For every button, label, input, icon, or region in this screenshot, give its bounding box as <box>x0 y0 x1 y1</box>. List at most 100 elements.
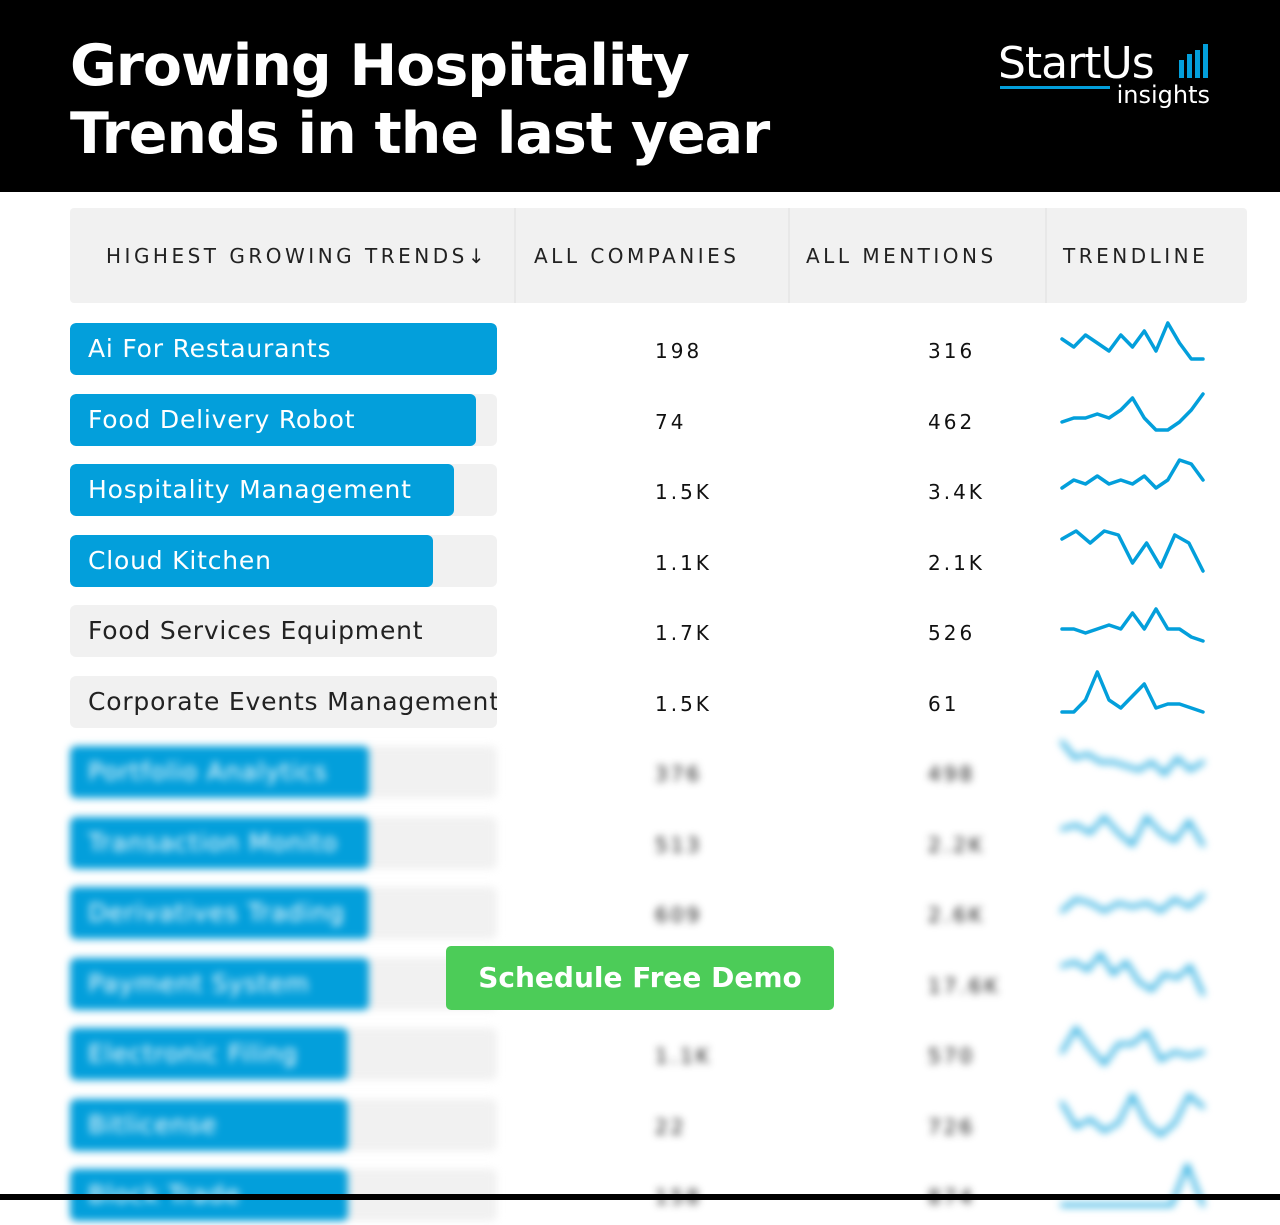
trend-name: Bitlicense <box>88 1109 218 1139</box>
trendline-sparkline <box>1060 391 1205 432</box>
growth-fill <box>70 957 369 1010</box>
mentions-count: 2.2K <box>928 832 985 857</box>
mentions-count: 462 <box>928 409 976 434</box>
column-label: ALL COMPANIES <box>534 243 740 268</box>
footer-strip <box>0 1194 1280 1200</box>
header-banner: Growing Hospitality Trends in the last ye… <box>0 0 1280 192</box>
trendline-sparkline <box>1060 740 1205 776</box>
growth-fill <box>70 464 454 516</box>
trend-growth-bar[interactable]: Portfolio Analytics <box>70 746 497 798</box>
trend-growth-bar[interactable]: Bitlicense <box>70 1098 497 1151</box>
mentions-count: 498 <box>928 762 976 786</box>
trendline-sparkline <box>1060 321 1205 361</box>
column-label: HIGHEST GROWING TRENDS <box>106 243 468 268</box>
sparkline-path <box>1060 528 1205 573</box>
column-header-companies[interactable]: ALL COMPANIES <box>514 208 788 303</box>
table-row[interactable]: Cloud Kitchen 1.1K 2.1K <box>70 528 1247 587</box>
trendline-sparkline <box>1060 458 1205 490</box>
growth-fill <box>70 1028 348 1080</box>
table-header: HIGHEST GROWING TRENDS ↓ ALL COMPANIES AL… <box>70 208 1247 303</box>
table-row[interactable]: Portfolio Analytics 376 498 <box>70 740 1247 798</box>
trend-name: Food Services Equipment <box>88 616 424 645</box>
logo-underline <box>1000 86 1110 89</box>
sparkline-path <box>1060 669 1205 714</box>
column-label: TRENDLINE <box>1063 243 1209 268</box>
companies-count: 1.5K <box>655 480 712 504</box>
sparkline-path <box>1060 893 1205 913</box>
trend-growth-bar[interactable]: Food Delivery Robot <box>70 393 497 446</box>
trend-growth-bar[interactable]: Corporate Events Management <box>70 675 497 728</box>
trend-growth-bar[interactable]: Transaction Monito <box>70 816 497 869</box>
sparkline-path <box>1060 1026 1205 1066</box>
sparkline-path <box>1060 814 1205 847</box>
mentions-count: 17.6K <box>928 973 1001 998</box>
companies-count: 609 <box>655 903 703 927</box>
companies-count: 376 <box>655 762 703 786</box>
page-title: Growing Hospitality Trends in the last ye… <box>70 32 770 168</box>
sort-down-icon[interactable]: ↓ <box>467 243 485 268</box>
trend-name: Payment System <box>88 968 310 998</box>
trend-name: Portfolio Analytics <box>88 757 328 786</box>
trend-growth-bar[interactable]: Cloud Kitchen <box>70 534 497 587</box>
trend-name: Derivatives Trading <box>88 898 345 927</box>
sparkline-path <box>1060 1092 1205 1137</box>
mentions-count: 316 <box>928 339 976 363</box>
table-row[interactable]: Corporate Events Management 1.5K 61 <box>70 669 1247 728</box>
trend-growth-bar[interactable]: Hospitality Management <box>70 464 497 516</box>
trendline-sparkline <box>1060 893 1205 913</box>
trendline-sparkline <box>1060 1026 1205 1066</box>
growth-fill <box>70 887 369 939</box>
mentions-count: 2.1K <box>928 550 985 575</box>
table-row[interactable]: Food Services Equipment 1.7K 526 <box>70 605 1247 657</box>
logo-brand: StartUs <box>998 38 1155 89</box>
companies-count: 1.7K <box>655 621 712 645</box>
table-row[interactable]: Electronic Filing 1.1K 570 <box>70 1026 1247 1080</box>
trend-name: Hospitality Management <box>88 475 412 504</box>
growth-fill <box>70 393 476 446</box>
mentions-count: 526 <box>928 621 976 645</box>
bar-chart-icon <box>1179 44 1208 78</box>
table-row[interactable]: Transaction Monito 513 2.2K <box>70 814 1247 869</box>
column-header-trends[interactable]: HIGHEST GROWING TRENDS ↓ <box>70 208 514 303</box>
table-row[interactable]: Derivatives Trading 609 2.6K <box>70 887 1247 939</box>
growth-fill <box>70 746 369 798</box>
table-row[interactable]: Bitlicense 22 726 <box>70 1092 1247 1151</box>
companies-count: 198 <box>655 339 703 363</box>
trend-name: Ai For Restaurants <box>88 334 332 363</box>
mentions-count: 61 <box>928 691 960 716</box>
table-row[interactable]: Food Delivery Robot 74 462 <box>70 391 1247 446</box>
companies-count: 1.1K <box>655 550 712 575</box>
growth-fill <box>70 534 433 587</box>
sparkline-path <box>1060 321 1205 361</box>
mentions-count: 3.4K <box>928 480 985 504</box>
trend-name: Cloud Kitchen <box>88 545 272 575</box>
companies-count: 74 <box>655 409 687 434</box>
trend-name: Food Delivery Robot <box>88 404 356 434</box>
mentions-count: 726 <box>928 1114 976 1139</box>
column-header-mentions[interactable]: ALL MENTIONS <box>788 208 1045 303</box>
table-row[interactable]: Ai For Restaurants 198 316 <box>70 321 1247 375</box>
companies-count: 22 <box>655 1114 687 1139</box>
trend-growth-bar[interactable]: Electronic Filing <box>70 1028 497 1080</box>
column-label: ALL MENTIONS <box>806 243 997 268</box>
companies-count: 1.1K <box>655 1044 712 1068</box>
title-line-2: Trends in the last year <box>70 101 770 167</box>
trendline-sparkline <box>1060 1163 1205 1207</box>
trend-growth-bar[interactable]: Ai For Restaurants <box>70 323 497 375</box>
sparkline-path <box>1060 740 1205 776</box>
table-row[interactable]: Payment System 17.6K <box>70 951 1247 1010</box>
growth-fill <box>70 816 369 869</box>
trend-growth-bar[interactable]: Derivatives Trading <box>70 887 497 939</box>
trendline-sparkline <box>1060 669 1205 714</box>
table-row[interactable]: Hospitality Management 1.5K 3.4K <box>70 458 1247 516</box>
schedule-demo-button[interactable]: Schedule Free Demo <box>446 946 834 1010</box>
title-line-1: Growing Hospitality <box>70 33 690 99</box>
growth-fill <box>70 323 497 375</box>
companies-count: 513 <box>655 832 703 857</box>
trend-name: Corporate Events Management <box>88 686 497 716</box>
trend-growth-bar[interactable]: Payment System <box>70 957 497 1010</box>
logo-sub: insights <box>1116 81 1210 109</box>
trendline-sparkline <box>1060 528 1205 573</box>
sparkline-path <box>1060 458 1205 490</box>
trend-growth-bar[interactable]: Food Services Equipment <box>70 605 497 657</box>
